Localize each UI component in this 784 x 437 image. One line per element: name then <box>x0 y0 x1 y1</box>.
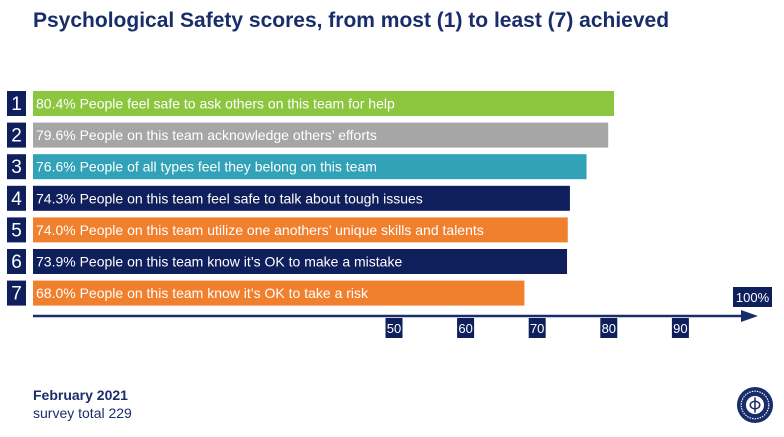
circular-seal-logo <box>736 386 774 424</box>
rank-box <box>7 185 26 211</box>
bar-label: 74.0% People on this team utilize one an… <box>36 222 484 238</box>
rank-number: 6 <box>11 252 22 273</box>
bar <box>33 122 609 148</box>
rank-box <box>7 217 26 243</box>
bar <box>33 280 525 306</box>
bar <box>33 91 614 116</box>
tick-label: 60 <box>458 321 472 336</box>
bars-group <box>33 91 614 306</box>
tick-labels-group: 50 60 70 80 90 100% <box>385 287 772 338</box>
rank-box <box>7 154 26 180</box>
rank-number: 5 <box>11 220 22 241</box>
axis-end-label-box <box>733 287 772 307</box>
rank-number: 7 <box>11 284 22 305</box>
x-axis-arrowhead <box>741 310 758 322</box>
bar <box>33 217 568 243</box>
tick-label-box <box>385 318 403 338</box>
bar-label: 79.6% People on this team acknowledge ot… <box>36 127 377 143</box>
footer-date: February 2021 <box>33 387 128 403</box>
rank-box <box>7 122 26 148</box>
bar-label: 68.0% People on this team know it’s OK t… <box>36 285 369 301</box>
tick-label-box <box>457 318 475 338</box>
tick-label-box <box>671 318 689 338</box>
tick-label: 80 <box>602 321 616 336</box>
bar-label: 73.9% People on this team know it’s OK t… <box>36 254 402 270</box>
tick-label: 70 <box>530 321 544 336</box>
rank-number: 1 <box>11 94 22 115</box>
tick-label: 50 <box>387 321 401 336</box>
rank-box <box>7 249 26 274</box>
footer-survey-total: survey total 229 <box>33 405 132 421</box>
rank-number: 3 <box>11 157 22 178</box>
rank-box <box>7 91 26 116</box>
tick-label: 90 <box>673 321 687 336</box>
bar <box>33 249 568 274</box>
rank-number: 4 <box>11 189 22 210</box>
rank-box <box>7 280 26 306</box>
bar-label: 74.3% People on this team feel safe to t… <box>36 190 423 206</box>
chart-title: Psychological Safety scores, from most (… <box>33 9 670 32</box>
x-axis <box>33 310 758 322</box>
tick-label-box <box>528 318 546 338</box>
bar-label: 80.4% People feel safe to ask others on … <box>36 96 395 112</box>
rank-number: 2 <box>11 126 22 147</box>
bar <box>33 154 587 180</box>
ranks-group: 1 2 3 4 5 6 7 <box>7 91 26 306</box>
bar <box>33 185 570 211</box>
bar-labels-group: 80.4% People feel safe to ask others on … <box>36 96 484 302</box>
bar-label: 76.6% People of all types feel they belo… <box>36 159 377 175</box>
axis-end-label: 100% <box>736 290 770 305</box>
tick-label-box <box>600 318 618 338</box>
